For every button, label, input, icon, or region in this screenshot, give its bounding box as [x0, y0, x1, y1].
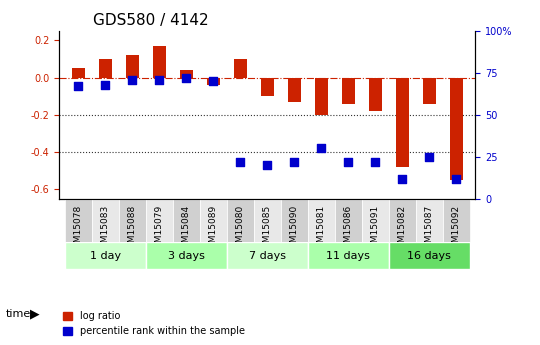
FancyBboxPatch shape — [335, 199, 362, 242]
Bar — [450, 78, 463, 180]
FancyBboxPatch shape — [173, 199, 200, 242]
Bar — [126, 55, 139, 78]
Text: GSM15086: GSM15086 — [344, 205, 353, 255]
Point — [182, 75, 191, 81]
Bar — [342, 78, 355, 104]
Text: GSM15092: GSM15092 — [452, 205, 461, 254]
Text: 16 days: 16 days — [407, 251, 451, 261]
Point — [290, 159, 299, 165]
FancyBboxPatch shape — [443, 199, 470, 242]
Point — [74, 83, 83, 89]
Bar — [314, 78, 328, 115]
Text: GSM15081: GSM15081 — [317, 205, 326, 255]
Text: GSM15078: GSM15078 — [74, 205, 83, 255]
Point — [344, 159, 353, 165]
FancyBboxPatch shape — [146, 199, 173, 242]
FancyBboxPatch shape — [416, 199, 443, 242]
Point — [425, 154, 434, 159]
FancyBboxPatch shape — [389, 242, 470, 269]
Bar — [179, 70, 193, 78]
Bar — [369, 78, 382, 111]
Bar — [423, 78, 436, 104]
FancyBboxPatch shape — [92, 199, 119, 242]
FancyBboxPatch shape — [227, 242, 308, 269]
Bar — [234, 59, 247, 78]
Text: GSM15085: GSM15085 — [263, 205, 272, 255]
Text: ▶: ▶ — [30, 307, 39, 321]
FancyBboxPatch shape — [281, 199, 308, 242]
Point — [371, 159, 380, 165]
FancyBboxPatch shape — [308, 242, 389, 269]
Point — [155, 77, 164, 82]
Text: GSM15084: GSM15084 — [182, 205, 191, 254]
FancyBboxPatch shape — [362, 199, 389, 242]
Text: GDS580 / 4142: GDS580 / 4142 — [93, 13, 208, 29]
Point — [263, 162, 272, 168]
Text: GSM15089: GSM15089 — [209, 205, 218, 255]
FancyBboxPatch shape — [254, 199, 281, 242]
Bar — [71, 68, 85, 78]
Text: GSM15088: GSM15088 — [128, 205, 137, 255]
FancyBboxPatch shape — [227, 199, 254, 242]
Point — [209, 79, 218, 84]
FancyBboxPatch shape — [200, 199, 227, 242]
FancyBboxPatch shape — [308, 199, 335, 242]
FancyBboxPatch shape — [65, 199, 92, 242]
FancyBboxPatch shape — [119, 199, 146, 242]
Text: 1 day: 1 day — [90, 251, 121, 261]
Text: 11 days: 11 days — [326, 251, 370, 261]
Bar — [207, 78, 220, 85]
Text: GSM15090: GSM15090 — [290, 205, 299, 255]
Bar — [288, 78, 301, 102]
FancyBboxPatch shape — [389, 199, 416, 242]
Text: GSM15087: GSM15087 — [425, 205, 434, 255]
Text: GSM15080: GSM15080 — [236, 205, 245, 255]
Text: GSM15082: GSM15082 — [398, 205, 407, 254]
Text: 3 days: 3 days — [168, 251, 205, 261]
Text: GSM15083: GSM15083 — [101, 205, 110, 255]
Point — [317, 146, 326, 151]
Bar — [153, 46, 166, 78]
Legend: log ratio, percentile rank within the sample: log ratio, percentile rank within the sa… — [59, 307, 249, 340]
Bar — [396, 78, 409, 167]
Point — [452, 176, 461, 181]
Point — [128, 77, 137, 82]
Text: GSM15079: GSM15079 — [155, 205, 164, 255]
Point — [101, 82, 110, 87]
Text: GSM15091: GSM15091 — [371, 205, 380, 255]
FancyBboxPatch shape — [146, 242, 227, 269]
Bar — [261, 78, 274, 96]
Point — [236, 159, 245, 165]
Text: 7 days: 7 days — [249, 251, 286, 261]
Bar — [98, 59, 112, 78]
FancyBboxPatch shape — [65, 242, 146, 269]
Point — [398, 176, 407, 181]
Text: time: time — [5, 309, 31, 319]
